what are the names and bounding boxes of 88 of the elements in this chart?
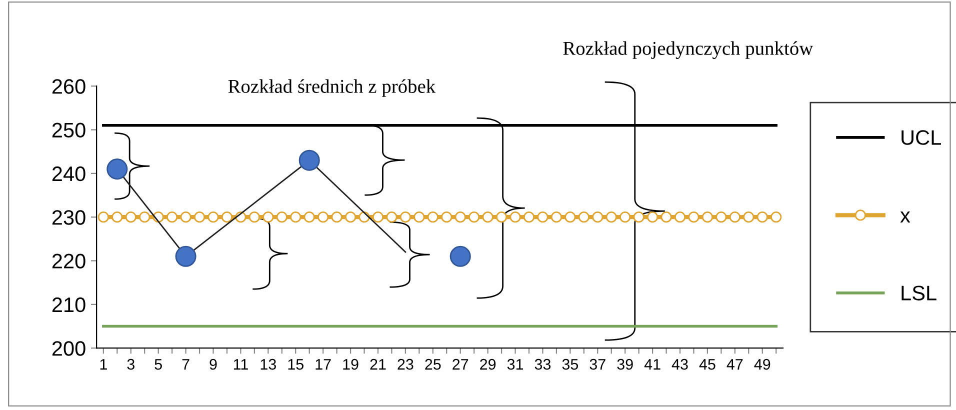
point — [646, 212, 658, 223]
y-tick-label: 250 — [52, 122, 86, 138]
x-tick-label: 39 — [617, 358, 633, 370]
point — [221, 212, 233, 223]
x-tick-label: 17 — [316, 359, 331, 370]
x-tick-label: 9 — [210, 358, 217, 370]
point — [620, 212, 631, 223]
point — [318, 212, 329, 223]
point — [180, 212, 192, 223]
point — [592, 212, 604, 223]
x-tick-label: 35 — [562, 358, 578, 370]
point — [400, 212, 411, 223]
x-tick-label: 47 — [726, 359, 743, 370]
point — [298, 150, 320, 171]
point — [729, 212, 740, 223]
point — [414, 212, 425, 223]
x-tick-label: 23 — [398, 358, 414, 370]
x-tick-label: 49 — [754, 358, 770, 370]
point — [106, 158, 128, 180]
point — [633, 212, 644, 223]
point — [454, 212, 466, 223]
point — [468, 212, 480, 223]
legend-label: UCL — [902, 130, 941, 145]
point — [427, 212, 438, 223]
point — [290, 212, 302, 223]
legend-label: x — [900, 211, 910, 222]
x-tick-label: 3 — [127, 358, 134, 370]
point — [496, 212, 508, 223]
point — [331, 212, 342, 223]
point — [112, 212, 123, 223]
point — [304, 212, 315, 223]
point — [248, 212, 260, 223]
x-tick-label: 1 — [100, 359, 107, 370]
y-tick-label: 200 — [52, 341, 86, 356]
x-tick-label: 15 — [288, 359, 304, 370]
point — [606, 212, 617, 223]
point — [208, 212, 219, 223]
x-tick-label: 21 — [370, 358, 386, 370]
x-tick-label: 33 — [534, 358, 551, 370]
x-tick-label: 41 — [644, 359, 660, 370]
point — [660, 212, 672, 223]
x-tick-label: 11 — [234, 359, 248, 370]
point — [716, 212, 727, 223]
x-tick-label: 27 — [452, 358, 468, 370]
point — [125, 212, 136, 223]
point — [344, 212, 356, 223]
y-tick-label: 220 — [52, 254, 86, 269]
point — [372, 212, 384, 223]
x-tick-label: 29 — [480, 358, 496, 370]
y-tick-label: 260 — [52, 79, 86, 94]
point — [450, 246, 471, 267]
x-tick-label: 45 — [699, 359, 716, 370]
point — [482, 212, 494, 223]
point — [688, 212, 700, 223]
point — [770, 212, 782, 223]
x-tick-label: 7 — [182, 359, 190, 370]
point — [262, 212, 274, 223]
point — [550, 212, 562, 223]
legend-label: LSL — [902, 286, 936, 300]
point — [564, 212, 576, 223]
point — [756, 212, 768, 223]
x-tick-label: 25 — [425, 358, 441, 370]
point — [674, 212, 686, 223]
x-tick-label: 13 — [260, 358, 276, 370]
x-tick-label: 5 — [154, 359, 162, 370]
point — [276, 212, 288, 223]
annotation: Rozkład średnich z próbek — [228, 79, 436, 97]
point — [578, 212, 590, 223]
point — [194, 212, 206, 223]
text: Rozkład pojedynczych punktów — [563, 41, 814, 59]
point — [510, 212, 521, 223]
point — [139, 212, 150, 223]
point — [743, 212, 754, 223]
point — [441, 212, 452, 223]
x-tick-label: 19 — [343, 358, 358, 370]
point — [537, 212, 548, 223]
x-tick-label: 31 — [507, 358, 524, 370]
point — [175, 246, 196, 267]
point — [702, 212, 714, 223]
y-tick-label: 240 — [52, 166, 86, 182]
y-tick-label: 230 — [52, 210, 86, 225]
point — [386, 212, 398, 223]
point — [98, 212, 109, 223]
point — [166, 212, 178, 223]
x-tick-label: 43 — [672, 358, 688, 370]
y-tick-label: 210 — [52, 297, 86, 312]
point — [523, 212, 535, 223]
x-tick-label: 37 — [590, 358, 606, 370]
